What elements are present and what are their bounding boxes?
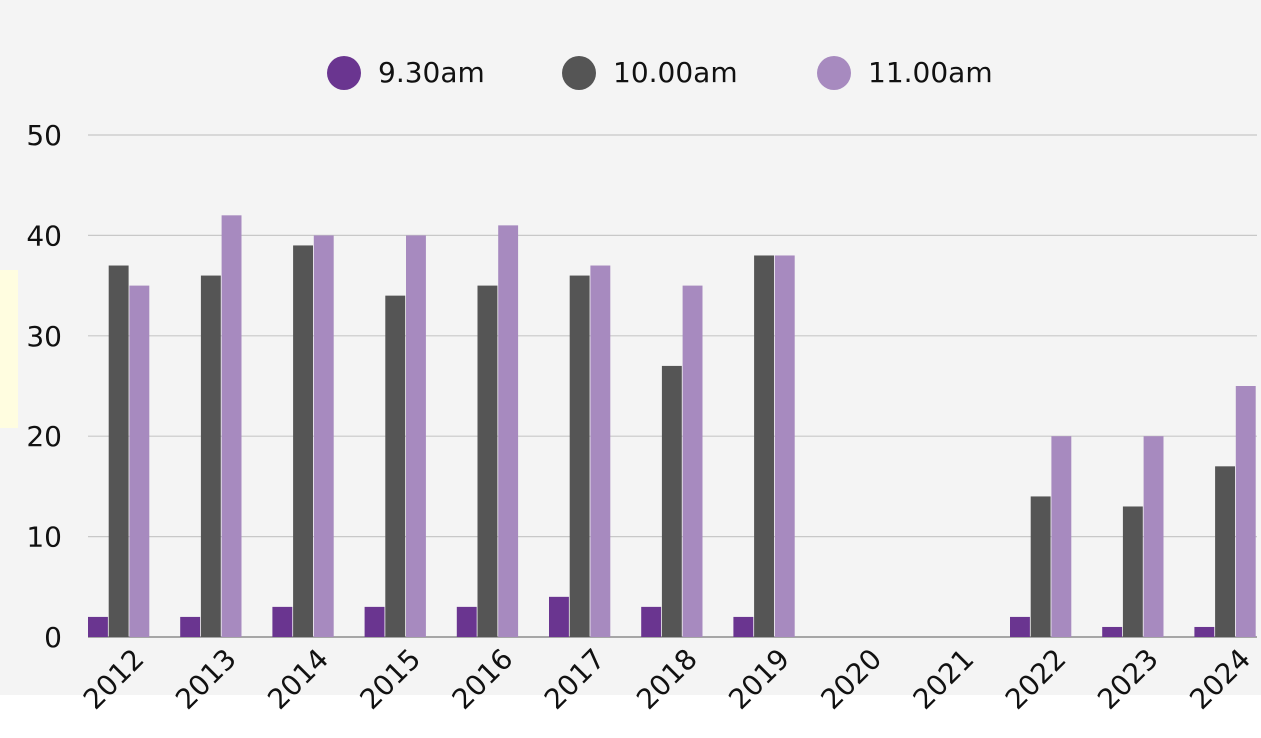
bar [88, 616, 108, 637]
bar [477, 285, 498, 637]
bar [221, 215, 242, 637]
bar [293, 245, 313, 637]
bar [313, 235, 334, 637]
bar [549, 596, 569, 637]
bar [569, 275, 590, 637]
bar [1010, 616, 1030, 637]
bar [108, 265, 129, 637]
y-tick-label: 30 [26, 320, 62, 353]
bar [200, 275, 221, 637]
bar [661, 365, 682, 637]
bar [406, 235, 426, 637]
bar [774, 255, 795, 638]
bar [456, 606, 477, 637]
y-tick-label: 10 [26, 521, 62, 554]
bar [1051, 436, 1072, 637]
legend-swatch [327, 56, 361, 90]
bar [1122, 506, 1143, 637]
bar [1102, 626, 1123, 637]
bar [364, 606, 385, 637]
legend-swatch [562, 56, 596, 90]
bar [1215, 466, 1235, 637]
legend-label: 9.30am [378, 56, 485, 89]
bar [754, 255, 774, 638]
bar [682, 285, 703, 637]
bar [1030, 496, 1051, 637]
bar [733, 616, 754, 637]
bar [1143, 436, 1164, 637]
bar [1235, 386, 1256, 637]
bar [590, 265, 611, 637]
bar [385, 295, 406, 637]
legend-swatch [817, 56, 851, 90]
legend-label: 10.00am [613, 56, 738, 89]
bar [641, 606, 662, 637]
y-tick-label: 40 [26, 219, 62, 252]
y-tick-label: 20 [26, 420, 62, 453]
chart-background [0, 0, 1261, 695]
highlight-strip [0, 270, 18, 428]
bar [272, 606, 293, 637]
bar [498, 225, 519, 638]
y-tick-label: 0 [44, 621, 62, 654]
y-tick-label: 50 [26, 119, 62, 152]
bar [180, 616, 201, 637]
legend-label: 11.00am [868, 56, 993, 89]
bar [1194, 626, 1215, 637]
bar [129, 285, 150, 637]
